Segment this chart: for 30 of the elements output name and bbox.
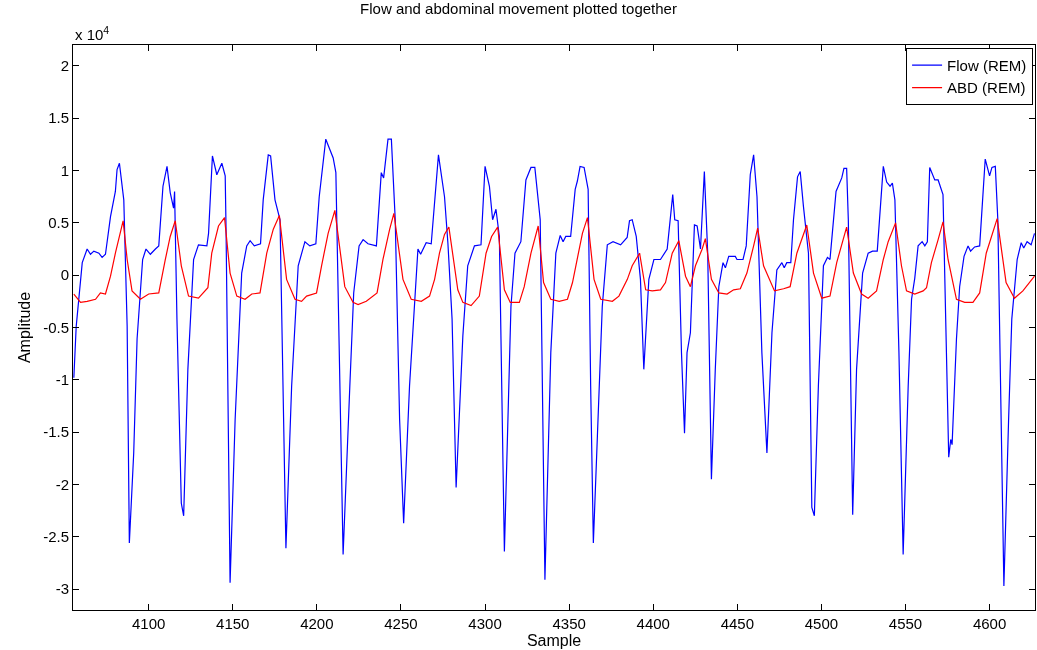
x-tick-label: 4200 [300, 615, 334, 632]
y-tick-label: -1 [55, 371, 69, 389]
y-tick-label: 0 [60, 266, 69, 284]
x-tick-label: 4150 [216, 615, 250, 632]
y-tick-label: -3 [55, 580, 69, 598]
y-tick-label: -1.5 [43, 423, 69, 441]
x-tick-label: 4400 [636, 615, 670, 632]
legend-label: ABD (REM) [947, 79, 1026, 97]
x-tick-label: 4300 [468, 615, 502, 632]
x-axis-title: Sample [526, 632, 582, 649]
y-tick-label: -0.5 [43, 318, 69, 336]
y-tick-label: 0.5 [48, 214, 69, 232]
x-tick-label: 4250 [384, 615, 418, 632]
y-axis-title: Amplitude [16, 291, 34, 364]
x-tick-label: 4600 [972, 615, 1007, 632]
y-tick-label: 2 [60, 57, 69, 75]
x-tick-label: 4550 [888, 615, 923, 632]
x-tick-label: 4100 [131, 615, 166, 632]
line-series [73, 138, 1035, 587]
y-tick-label: -2 [55, 475, 69, 493]
line-series [73, 209, 1035, 307]
chart-title: Flow and abdominal movement plotted together [360, 0, 677, 17]
text: x 10$^{4}$ [75, 24, 110, 44]
legend-label: Flow (REM) [947, 56, 1027, 74]
y-tick-label: 1 [60, 161, 69, 179]
x-tick-label: 4350 [552, 615, 586, 632]
y-tick-label: 1.5 [48, 109, 69, 127]
x-tick-label: 4500 [804, 615, 839, 632]
y-tick-label: -2.5 [43, 528, 69, 546]
x-tick-label: 4450 [720, 615, 755, 632]
